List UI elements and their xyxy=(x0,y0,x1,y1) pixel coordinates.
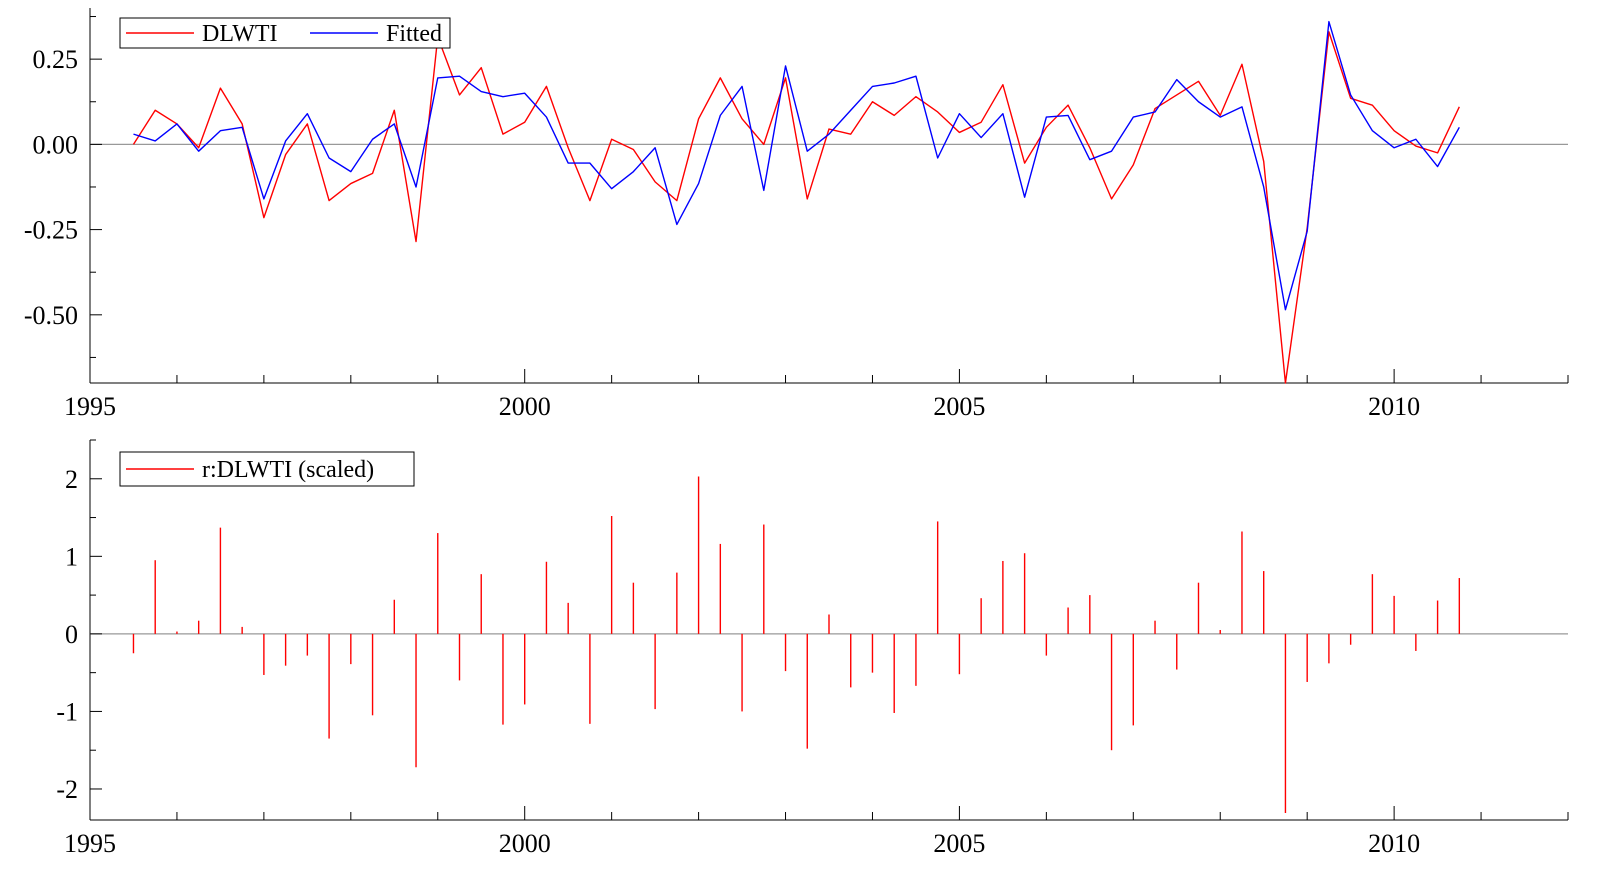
series-line-fitted xyxy=(133,20,1460,311)
legend: DLWTI Fitted xyxy=(119,17,451,49)
y-tick-label: 1 xyxy=(65,542,78,571)
y-tick-label: -1 xyxy=(56,697,78,726)
y-tick-label: 2 xyxy=(65,465,78,494)
x-tick-label: 2005 xyxy=(933,392,985,421)
y-tick-label: -0.25 xyxy=(24,216,78,245)
y-tick-label: -2 xyxy=(56,775,78,804)
y-tick-label: 0 xyxy=(65,620,78,649)
series-line-dlwti xyxy=(132,31,1460,384)
x-tick-label: 2000 xyxy=(499,829,551,858)
legend-label: DLWTI xyxy=(202,21,278,47)
x-tick-label: 2000 xyxy=(499,392,551,421)
x-tick-label: 2010 xyxy=(1368,829,1420,858)
legend-label: Fitted xyxy=(386,21,442,47)
y-tick-label: 0.00 xyxy=(33,130,79,159)
legend: r:DLWTI (scaled) xyxy=(119,451,415,487)
x-tick-label: 2005 xyxy=(933,829,985,858)
x-tick-label: 1995 xyxy=(64,392,116,421)
y-tick-label: -0.50 xyxy=(24,301,78,330)
fitted-vs-actual-panel: 1995 2000 2005 2010 0.25 0.00 -0.25 -0.50 DLWTI F… xyxy=(24,8,1569,421)
y-tick-label: 0.25 xyxy=(33,45,79,74)
x-tick-label: 2010 xyxy=(1368,392,1420,421)
legend-label: r:DLWTI (scaled) xyxy=(202,457,374,483)
scaled-residuals-panel: 1995 2000 2005 2010 2 1 0 -1 -2 r:DLWTI (scaled) xyxy=(56,439,1569,858)
x-tick-label: 1995 xyxy=(64,829,116,858)
